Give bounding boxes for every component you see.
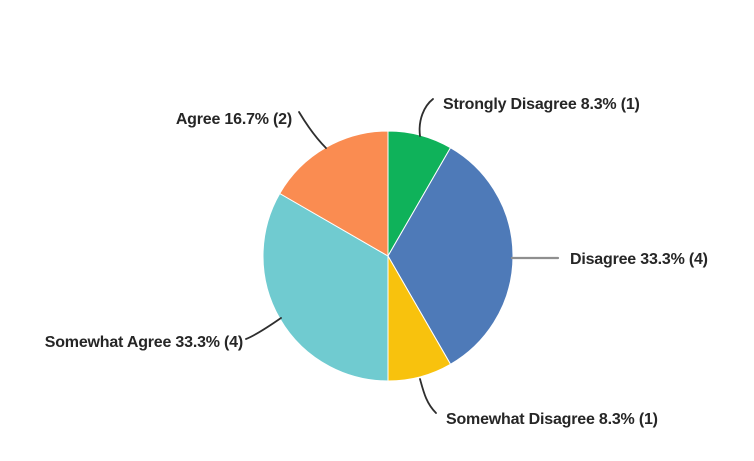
slice-label-strongly-disagree: Strongly Disagree 8.3% (1) (443, 96, 640, 113)
leader-line-strongly-disagree (418, 98, 434, 137)
leader-line-agree (298, 111, 327, 149)
pie-slice-disagree[interactable] (387, 147, 514, 365)
leader-line-somewhat-disagree (419, 378, 437, 414)
slice-label-agree: Agree 16.7% (2) (175, 111, 292, 128)
leader-line-somewhat-agree (245, 317, 282, 340)
slice-label-somewhat-agree: Somewhat Agree 33.3% (4) (44, 334, 243, 351)
slice-label-somewhat-disagree: Somewhat Disagree 8.3% (1) (446, 411, 658, 428)
slice-label-disagree: Disagree 33.3% (4) (570, 251, 708, 268)
